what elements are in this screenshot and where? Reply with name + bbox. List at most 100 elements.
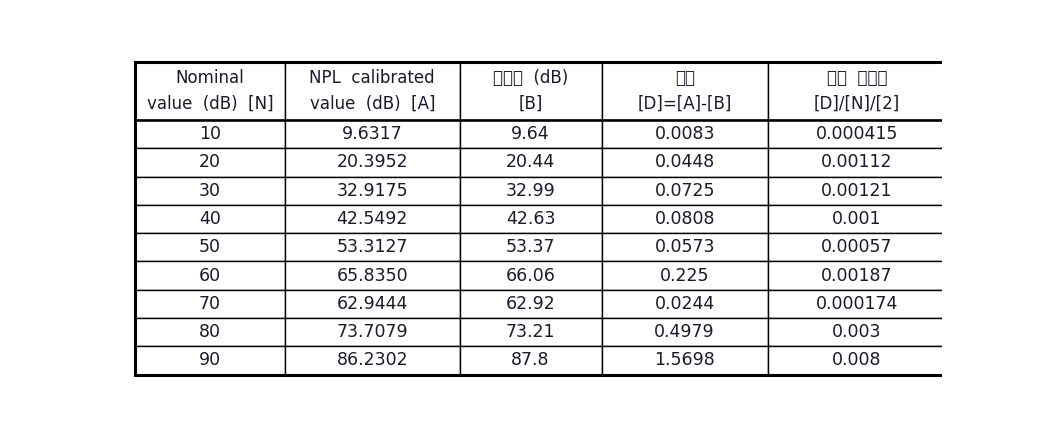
Bar xyxy=(460,290,601,318)
Text: 20.44: 20.44 xyxy=(506,153,555,172)
Bar xyxy=(135,318,285,346)
Text: 62.9444: 62.9444 xyxy=(336,295,408,313)
Text: 0.008: 0.008 xyxy=(832,351,882,369)
Text: 측정값  (dB)
[B]: 측정값 (dB) [B] xyxy=(493,69,569,113)
Bar xyxy=(135,205,285,233)
Bar xyxy=(601,62,767,120)
Text: NPL  calibrated
value  (dB)  [A]: NPL calibrated value (dB) [A] xyxy=(310,69,436,113)
Bar xyxy=(767,177,946,205)
Text: 0.0808: 0.0808 xyxy=(654,210,715,228)
Text: 0.000415: 0.000415 xyxy=(816,125,898,143)
Bar xyxy=(285,62,460,120)
Bar xyxy=(460,261,601,290)
Text: 0.0448: 0.0448 xyxy=(654,153,715,172)
Bar xyxy=(285,120,460,148)
Text: 42.5492: 42.5492 xyxy=(336,210,408,228)
Bar xyxy=(460,120,601,148)
Bar xyxy=(135,148,285,177)
Bar xyxy=(460,62,601,120)
Bar xyxy=(285,346,460,375)
Bar xyxy=(767,62,946,120)
Text: 0.0573: 0.0573 xyxy=(654,238,715,256)
Text: 32.9175: 32.9175 xyxy=(336,182,408,200)
Text: 0.0083: 0.0083 xyxy=(654,125,715,143)
Text: 1.5698: 1.5698 xyxy=(654,351,715,369)
Bar xyxy=(135,346,285,375)
Bar xyxy=(285,318,460,346)
Text: 0.000174: 0.000174 xyxy=(816,295,898,313)
Text: 66.06: 66.06 xyxy=(506,267,556,285)
Text: 20.3952: 20.3952 xyxy=(336,153,408,172)
Bar xyxy=(135,233,285,261)
Text: 42.63: 42.63 xyxy=(506,210,555,228)
Bar xyxy=(767,233,946,261)
Bar xyxy=(601,290,767,318)
Bar xyxy=(460,346,601,375)
Text: 65.8350: 65.8350 xyxy=(336,267,408,285)
Bar xyxy=(460,177,601,205)
Text: 0.00112: 0.00112 xyxy=(821,153,893,172)
Text: 87.8: 87.8 xyxy=(511,351,550,369)
Bar xyxy=(285,177,460,205)
Bar xyxy=(460,148,601,177)
Bar xyxy=(767,261,946,290)
Bar xyxy=(135,261,285,290)
Bar xyxy=(135,177,285,205)
Text: 0.003: 0.003 xyxy=(832,323,882,341)
Bar xyxy=(135,290,285,318)
Bar xyxy=(460,233,601,261)
Bar xyxy=(767,346,946,375)
Text: 0.0725: 0.0725 xyxy=(654,182,715,200)
Bar xyxy=(601,318,767,346)
Text: 9.6317: 9.6317 xyxy=(342,125,403,143)
Text: 0.001: 0.001 xyxy=(832,210,882,228)
Text: 53.3127: 53.3127 xyxy=(336,238,408,256)
Text: 73.7079: 73.7079 xyxy=(336,323,408,341)
Text: Nominal
value  (dB)  [N]: Nominal value (dB) [N] xyxy=(147,69,273,113)
Text: 53.37: 53.37 xyxy=(506,238,555,256)
Bar xyxy=(285,290,460,318)
Text: 60: 60 xyxy=(199,267,221,285)
Bar xyxy=(601,177,767,205)
Bar xyxy=(767,205,946,233)
Bar xyxy=(601,233,767,261)
Bar xyxy=(285,261,460,290)
Text: 70: 70 xyxy=(199,295,221,313)
Text: 0.00057: 0.00057 xyxy=(821,238,893,256)
Text: 0.00187: 0.00187 xyxy=(821,267,893,285)
Bar xyxy=(135,120,285,148)
Bar xyxy=(767,290,946,318)
Text: 86.2302: 86.2302 xyxy=(336,351,408,369)
Text: 62.92: 62.92 xyxy=(506,295,555,313)
Bar xyxy=(285,148,460,177)
Bar xyxy=(767,148,946,177)
Bar xyxy=(601,148,767,177)
Bar xyxy=(285,233,460,261)
Text: 0.225: 0.225 xyxy=(660,267,710,285)
Text: 0.0244: 0.0244 xyxy=(654,295,715,313)
Text: 30: 30 xyxy=(199,182,221,200)
Bar xyxy=(767,120,946,148)
Text: 90: 90 xyxy=(199,351,221,369)
Bar xyxy=(460,205,601,233)
Bar xyxy=(601,261,767,290)
Text: 표준  불확도
[D]/[N]/[2]: 표준 불확도 [D]/[N]/[2] xyxy=(814,69,900,113)
Bar xyxy=(135,62,285,120)
Text: 32.99: 32.99 xyxy=(506,182,555,200)
Text: 0.4979: 0.4979 xyxy=(654,323,715,341)
Text: 50: 50 xyxy=(199,238,221,256)
Bar xyxy=(601,346,767,375)
Text: 0.00121: 0.00121 xyxy=(821,182,893,200)
Bar xyxy=(767,318,946,346)
Text: 73.21: 73.21 xyxy=(506,323,555,341)
Text: 차이
[D]=[A]-[B]: 차이 [D]=[A]-[B] xyxy=(638,69,732,113)
Bar xyxy=(285,205,460,233)
Bar xyxy=(460,318,601,346)
Text: 9.64: 9.64 xyxy=(511,125,550,143)
Bar xyxy=(601,120,767,148)
Text: 20: 20 xyxy=(199,153,221,172)
Text: 40: 40 xyxy=(199,210,221,228)
Text: 80: 80 xyxy=(199,323,221,341)
Bar xyxy=(601,205,767,233)
Text: 10: 10 xyxy=(199,125,221,143)
